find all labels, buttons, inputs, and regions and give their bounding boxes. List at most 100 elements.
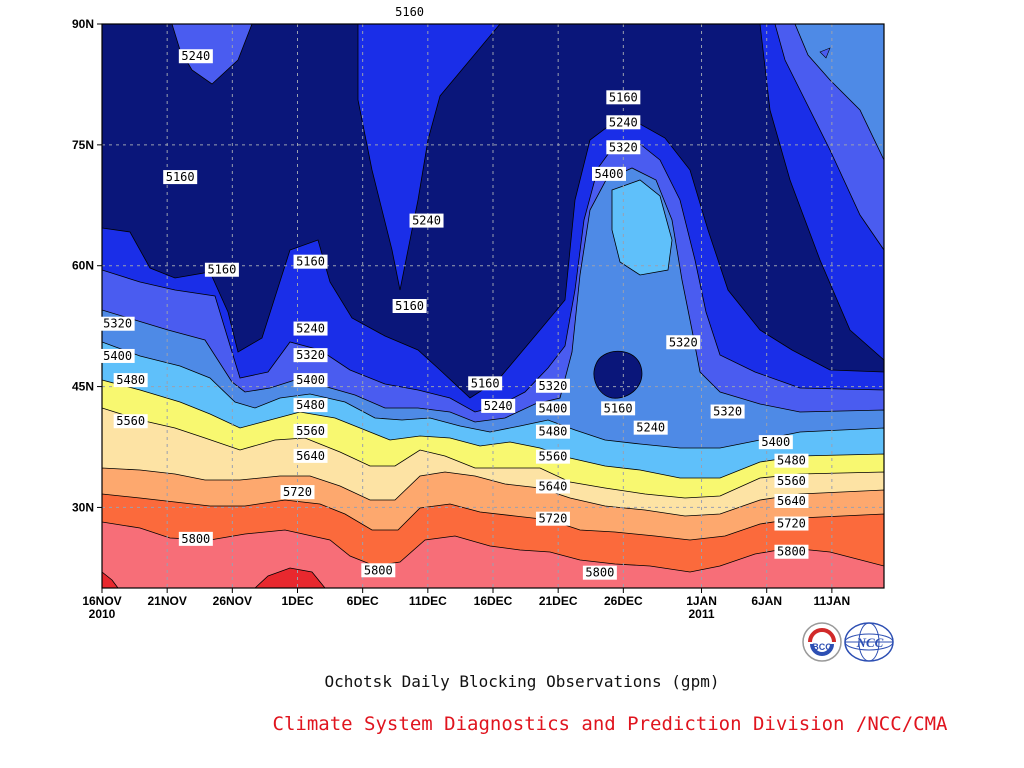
- contour-label-bg: [293, 348, 328, 363]
- contour-label-bg: [293, 254, 328, 269]
- x-tick-label: 26DEC: [604, 594, 643, 608]
- x-tick-label: 1JAN: [686, 594, 717, 608]
- grid-lines: [102, 24, 884, 588]
- contour-label: 5240: [609, 115, 638, 129]
- x-tick-label: 11DEC: [409, 594, 447, 608]
- contour-label: 5160: [166, 170, 195, 184]
- contour-label: 5400: [539, 401, 568, 415]
- contour-label: 5160: [395, 5, 424, 19]
- contour-label: 5160: [296, 255, 325, 269]
- contour-label: 5400: [296, 373, 325, 387]
- svg-text:BCC: BCC: [812, 642, 832, 652]
- contour-label-bg: [758, 435, 793, 450]
- contour-label: 5560: [777, 474, 806, 488]
- contour-label-bg: [535, 424, 570, 439]
- contour-label-bg: [178, 49, 213, 64]
- chart-title: Ochotsk Daily Blocking Observations (gpm…: [324, 672, 720, 691]
- contour-label: 5240: [296, 322, 325, 336]
- x-tick-label: 1DEC: [281, 594, 313, 608]
- contour-label: 5800: [181, 532, 210, 546]
- contour-label-bg: [535, 511, 570, 526]
- contour-label-bg: [774, 516, 809, 531]
- contour-label-bg: [601, 401, 636, 416]
- contour-label-bg: [100, 348, 135, 363]
- contour-label-bg: [666, 335, 701, 350]
- contour-label: 5320: [713, 405, 742, 419]
- contour-label-bg: [293, 398, 328, 413]
- contour-label: 5800: [777, 545, 806, 559]
- contour-label: 5720: [283, 485, 312, 499]
- bcc-logo: BCC: [802, 622, 842, 662]
- contour-label-bg: [113, 414, 148, 429]
- y-tick-label: 45N: [72, 380, 94, 394]
- contour-label-bg: [774, 453, 809, 468]
- contour-label: 5400: [103, 349, 132, 363]
- contour-label: 5320: [609, 140, 638, 154]
- contour-label-bg: [204, 262, 239, 277]
- ncc-logo: NCC: [844, 622, 894, 662]
- contour-label: 5640: [296, 449, 325, 463]
- contour-label: 5640: [777, 494, 806, 508]
- contour-label: 5480: [777, 454, 806, 468]
- svg-text:NCC: NCC: [856, 635, 884, 650]
- contour-label: 5160: [395, 299, 424, 313]
- x-tick-label: 21NOV: [147, 594, 186, 608]
- contour-label-bg: [606, 115, 641, 130]
- y-tick-label: 90N: [72, 17, 94, 31]
- x-tick-label: 26NOV: [213, 594, 252, 608]
- x-tick-label: 6JAN: [751, 594, 782, 608]
- contour-label: 5720: [777, 517, 806, 531]
- contour-label: 5320: [539, 379, 568, 393]
- contour-label: 5320: [296, 348, 325, 362]
- x-tick-label: 21DEC: [539, 594, 578, 608]
- y-tick-label: 30N: [72, 500, 94, 514]
- contour-label-bg: [774, 544, 809, 559]
- x-tick-label: 16DEC: [474, 594, 513, 608]
- contour-label: 5720: [539, 512, 568, 526]
- x-tick-label: 16NOV: [82, 594, 121, 608]
- contour-label-bg: [606, 90, 641, 105]
- x-tick-label: 11JAN: [814, 594, 851, 608]
- contour-label-bg: [293, 423, 328, 438]
- x-tick-year: 2010: [89, 607, 116, 621]
- contour-label-bg: [293, 373, 328, 388]
- contour-label: 5320: [103, 317, 132, 331]
- contour-label: 5480: [116, 373, 145, 387]
- contour-label: 5640: [539, 479, 568, 493]
- contour-label: 5480: [539, 425, 568, 439]
- contour-label: 5240: [181, 49, 210, 63]
- contour-label-bg: [293, 321, 328, 336]
- contour-label-bg: [481, 398, 516, 413]
- contour-label-bg: [535, 479, 570, 494]
- contour-label-bg: [178, 531, 213, 546]
- contour-label: 5160: [207, 263, 236, 277]
- contour-label-bg: [113, 373, 148, 388]
- contour-label-bg: [163, 170, 198, 185]
- contour-label-bg: [409, 213, 444, 228]
- contour-label-bg: [100, 316, 135, 331]
- contour-label: 5560: [116, 414, 145, 428]
- contour-label-bg: [774, 493, 809, 508]
- contour-label-bg: [468, 376, 503, 391]
- contour-label: 5560: [539, 450, 568, 464]
- contour-label-bg: [535, 401, 570, 416]
- contour-label-bg: [582, 565, 617, 580]
- contour-label: 5400: [761, 435, 790, 449]
- contour-label-bg: [280, 485, 315, 500]
- contour-label-bg: [606, 140, 641, 155]
- contour-label-bg: [633, 420, 668, 435]
- credit-line: Climate System Diagnostics and Predictio…: [272, 713, 948, 735]
- y-axis: 90N 75N 60N 45N 30N: [72, 17, 102, 514]
- contour-label: 5160: [609, 90, 638, 104]
- contour-label-bg: [293, 448, 328, 463]
- contour-label: 5240: [484, 399, 513, 413]
- contour-label: 5560: [296, 424, 325, 438]
- contour-label: 5400: [595, 167, 624, 181]
- contour-label: 5320: [669, 335, 698, 349]
- contour-label: 5240: [412, 214, 441, 228]
- contour-label-bg: [392, 299, 427, 313]
- contour-label-bg: [535, 378, 570, 393]
- contour-label-bg: [774, 473, 809, 488]
